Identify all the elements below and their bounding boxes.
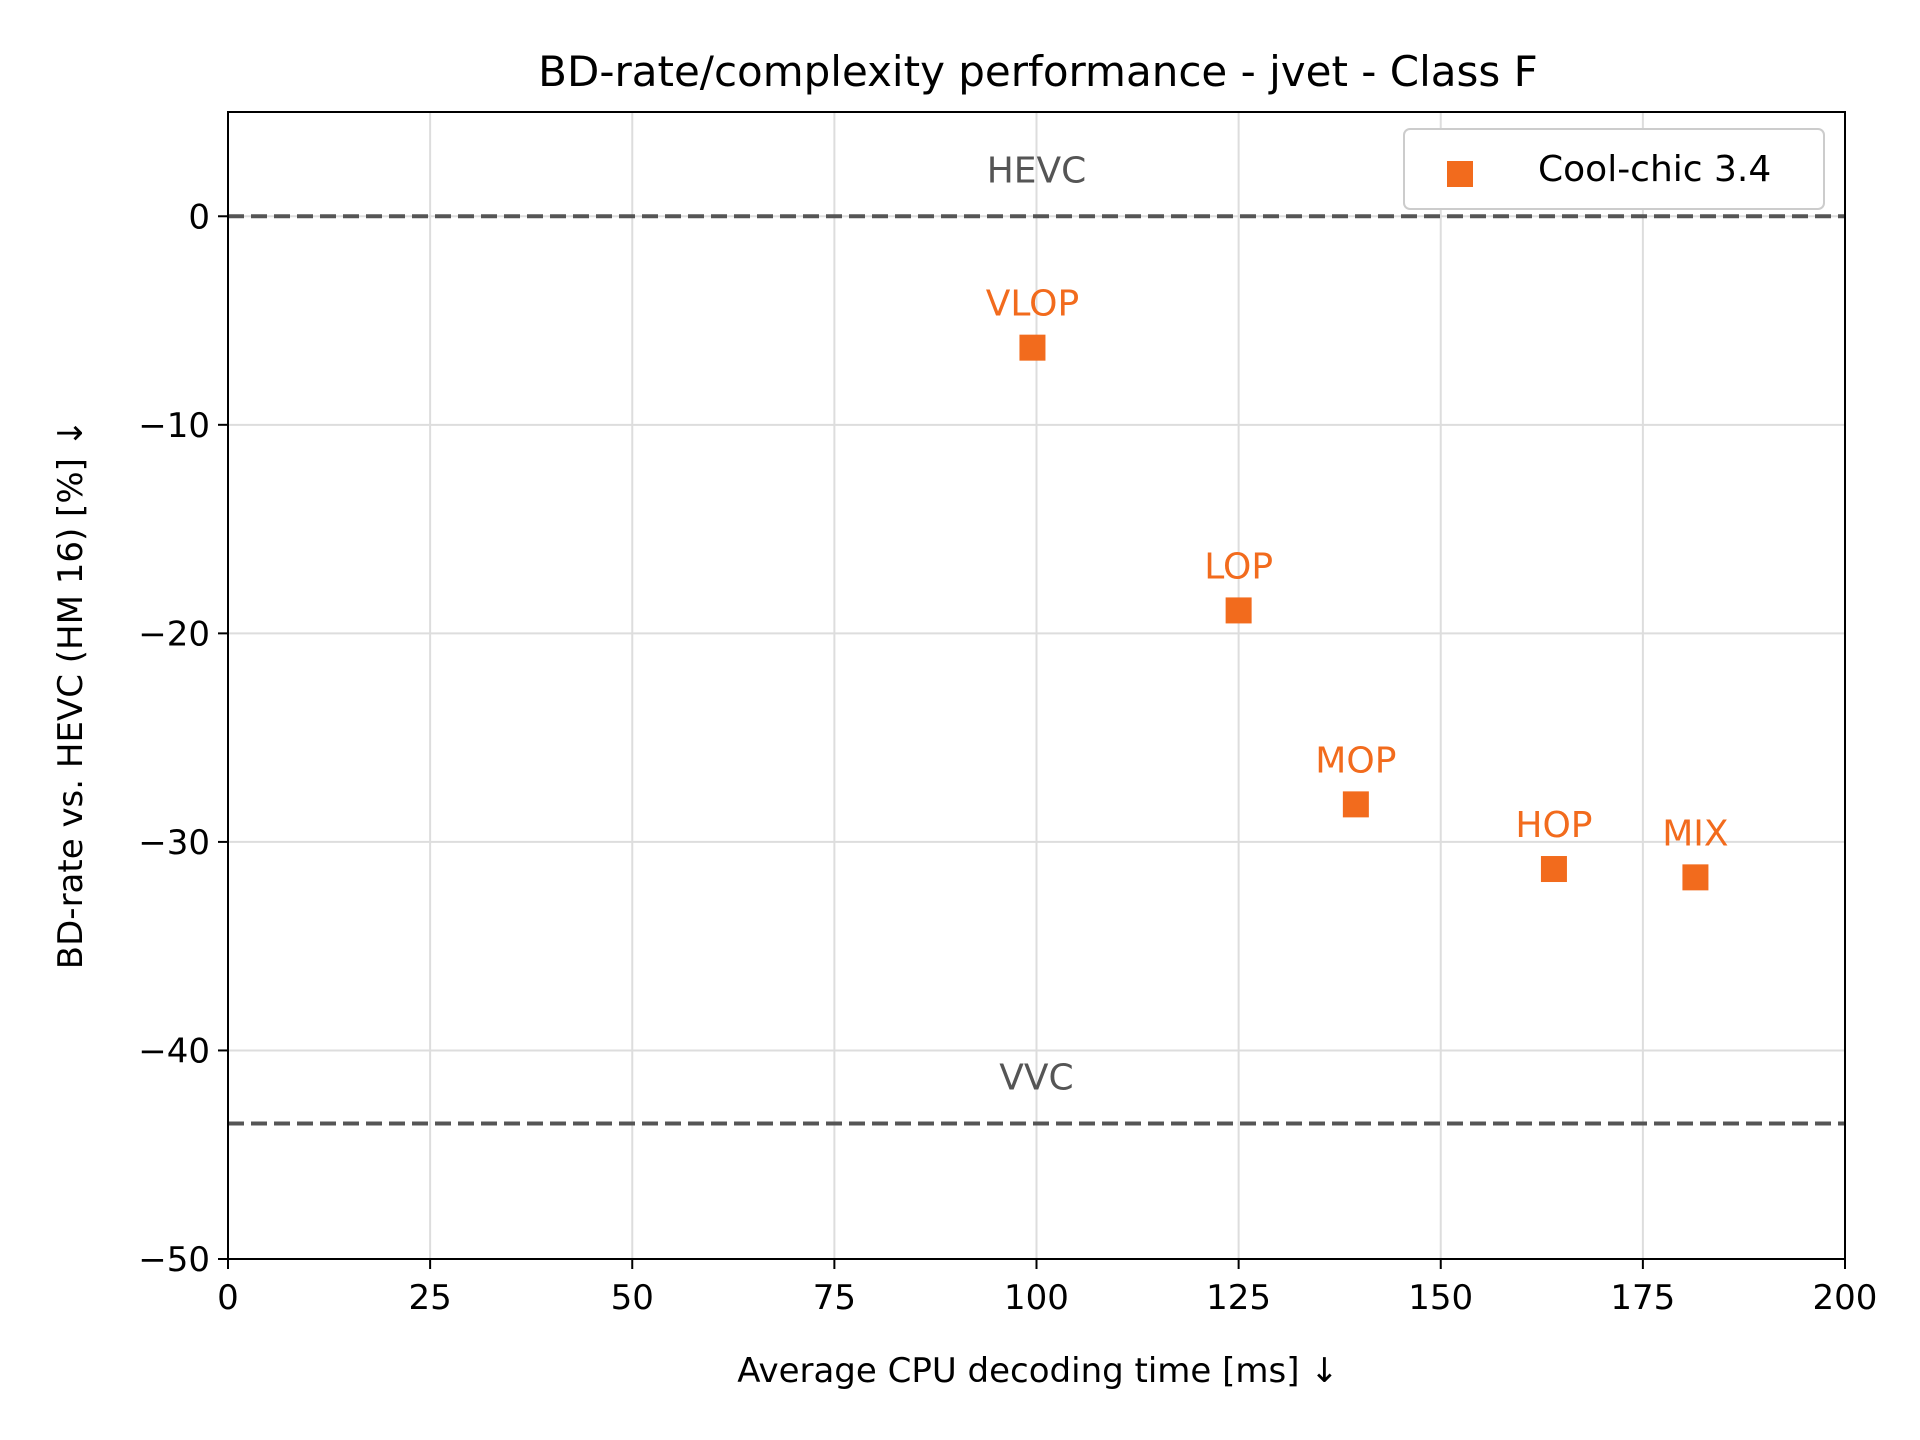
x-tick-label: 200 [1813, 1278, 1878, 1318]
y-tick-label: −30 [138, 823, 210, 863]
y-axis-title: BD-rate vs. HEVC (HM 16) [%] ↓ [51, 419, 91, 969]
data-label-mop: MOP [1315, 740, 1396, 781]
x-tick-label: 175 [1610, 1278, 1675, 1318]
data-label-vlop: VLOP [986, 284, 1079, 325]
x-tick-label: 25 [408, 1278, 451, 1318]
y-tick-label: −50 [138, 1240, 210, 1280]
axis-ticks: 0 25 50 75 100 125 150 175 200 0 −10 −20 −30 −40 −50 [138, 197, 1877, 1318]
y-tick-label: 0 [188, 197, 210, 237]
x-tick-label: 50 [611, 1278, 654, 1318]
data-point-hop [1540, 856, 1567, 883]
data-points: VLOP LOP MOP HOP MIX [986, 284, 1729, 891]
y-tick-label: −10 [138, 406, 210, 446]
data-label-hop: HOP [1515, 805, 1592, 846]
reference-label-vvc: VVC [999, 1057, 1073, 1098]
data-point-mop [1342, 791, 1369, 818]
x-tick-label: 125 [1206, 1278, 1271, 1318]
legend-label: Cool-chic 3.4 [1538, 149, 1771, 190]
data-label-lop: LOP [1204, 546, 1273, 587]
legend: Cool-chic 3.4 [1403, 128, 1825, 210]
x-axis-title: Average CPU decoding time [ms] ↓ [737, 1351, 1339, 1391]
y-tick-label: −20 [138, 614, 210, 654]
data-point-vlop [1019, 334, 1046, 361]
data-point-mix [1682, 864, 1709, 891]
reference-lines: HEVC VVC [228, 150, 1845, 1126]
data-point-lop [1225, 597, 1252, 624]
x-tick-label: 100 [1004, 1278, 1069, 1318]
chart-title: BD-rate/complexity performance - jvet - … [538, 47, 1538, 96]
reference-label-hevc: HEVC [987, 150, 1087, 191]
legend-marker-square [1447, 161, 1473, 187]
x-tick-label: 0 [217, 1278, 239, 1318]
legend-box [1403, 128, 1825, 210]
x-tick-label: 75 [813, 1278, 856, 1318]
data-label-mix: MIX [1662, 813, 1728, 854]
x-tick-label: 150 [1408, 1278, 1473, 1318]
y-tick-label: −40 [138, 1031, 210, 1071]
